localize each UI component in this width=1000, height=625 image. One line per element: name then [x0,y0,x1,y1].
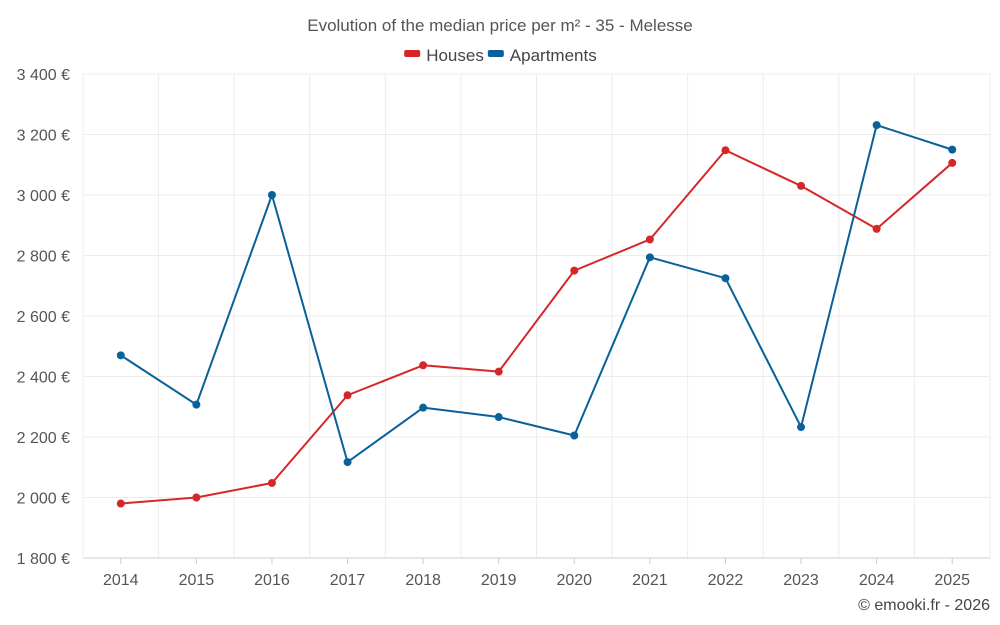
data-point-apartments[interactable] [192,400,201,409]
legend-item-houses[interactable]: Houses [404,46,484,65]
x-tick-label: 2022 [708,572,744,589]
series-apartments [116,121,957,467]
legend-swatch [404,50,421,57]
legend: Houses Apartments [404,46,597,65]
data-point-apartments[interactable] [797,423,806,432]
x-tick-label: 2025 [934,572,970,589]
y-tick-label: 2 200 € [17,430,70,447]
series-houses [116,146,957,508]
data-point-apartments[interactable] [494,413,503,422]
grid [82,73,991,558]
series-layer [116,121,957,508]
x-axis: 2014 2015 2016 2017 2018 2019 2020 2021 2022 2023… [83,557,990,589]
data-point-apartments[interactable] [948,145,957,154]
x-tick-label: 2020 [556,572,592,589]
y-tick-label: 3 400 € [17,67,70,84]
y-tick-label: 2 000 € [17,491,70,508]
y-tick-label: 2 600 € [17,309,70,326]
data-point-houses[interactable] [267,478,276,487]
legend-label: Apartments [510,46,597,65]
data-point-houses[interactable] [872,224,881,233]
x-tick-label: 2014 [103,572,139,589]
x-tick-label: 2021 [632,572,668,589]
data-point-houses[interactable] [116,499,125,508]
x-tick-label: 2024 [859,572,895,589]
data-point-apartments[interactable] [570,431,579,440]
y-tick-label: 3 200 € [17,128,70,145]
data-point-apartments[interactable] [419,403,428,412]
data-point-houses[interactable] [721,146,730,155]
y-axis: 1 800 € 2 000 € 2 200 € 2 400 € 2 600 € 2 800… [17,67,70,568]
data-point-apartments[interactable] [116,351,125,360]
x-tick-label: 2016 [254,572,290,589]
x-tick-label: 2017 [330,572,366,589]
data-point-houses[interactable] [570,266,579,275]
data-point-apartments[interactable] [343,458,352,467]
data-point-houses[interactable] [948,158,957,167]
y-tick-label: 2 800 € [17,249,70,266]
x-tick-label: 2019 [481,572,517,589]
y-tick-label: 3 000 € [17,188,70,205]
legend-label: Houses [426,46,484,65]
y-tick-label: 2 400 € [17,370,70,387]
data-point-apartments[interactable] [267,191,276,199]
legend-item-apartments[interactable]: Apartments [487,46,597,65]
data-point-houses[interactable] [797,181,806,190]
data-point-houses[interactable] [343,391,352,400]
data-point-houses[interactable] [645,235,654,244]
data-point-apartments[interactable] [721,274,730,283]
series-line-apartments [120,124,953,464]
x-tick-label: 2015 [179,572,215,589]
credit-text: © emooki.fr - 2026 [858,597,990,614]
data-point-houses[interactable] [419,361,428,370]
x-tick-label: 2023 [783,572,819,589]
chart-title: Evolution of the median price per m² - 3… [307,16,693,35]
data-point-houses[interactable] [494,367,503,376]
x-tick-label: 2018 [405,572,441,589]
data-point-houses[interactable] [192,493,201,502]
data-point-apartments[interactable] [872,121,881,130]
data-point-apartments[interactable] [645,253,654,262]
legend-swatch [487,50,504,57]
series-line-houses [120,149,953,505]
y-tick-label: 1 800 € [17,551,70,568]
